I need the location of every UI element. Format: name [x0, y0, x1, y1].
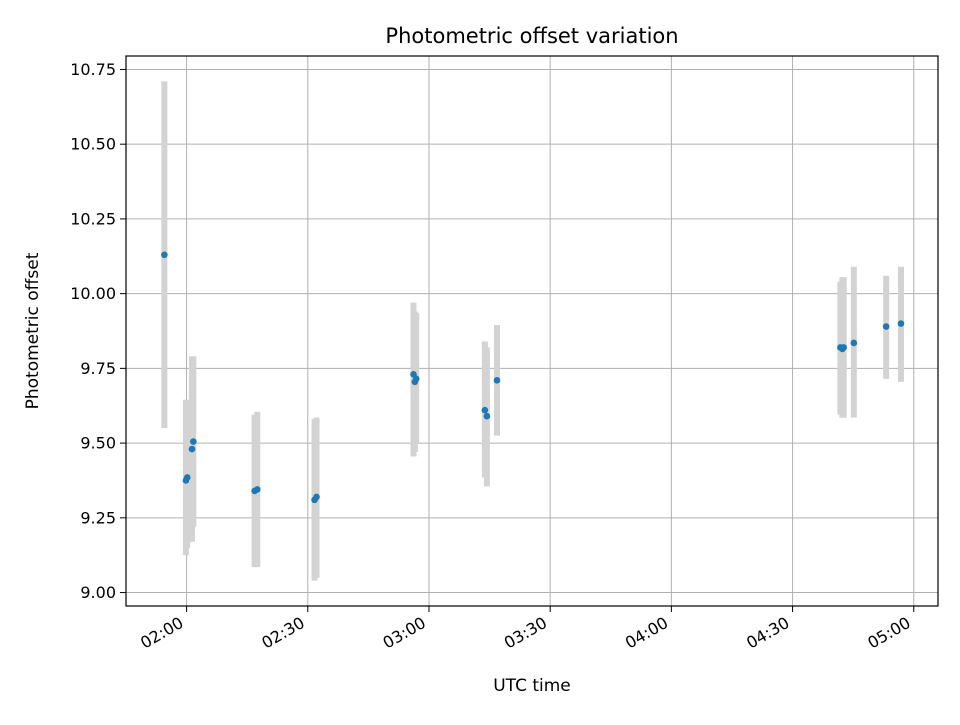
- y-tick-label: 10.00: [70, 284, 116, 303]
- data-point: [493, 377, 501, 384]
- y-axis-label: Photometric offset: [23, 252, 43, 409]
- data-point: [840, 344, 848, 351]
- data-point: [188, 445, 196, 453]
- data-point: [190, 438, 197, 445]
- y-tick-label: 10.75: [70, 60, 116, 79]
- data-point: [897, 320, 905, 327]
- data-point: [882, 323, 890, 330]
- y-tick-label: 10.25: [70, 209, 116, 228]
- data-point: [850, 339, 858, 347]
- y-tick-label: 9.50: [80, 434, 116, 453]
- data-point: [481, 406, 489, 414]
- data-point: [412, 375, 420, 383]
- data-points: [161, 251, 905, 504]
- y-tick-label: 10.50: [70, 135, 116, 154]
- grid-lines: [126, 56, 938, 606]
- data-point: [253, 486, 261, 493]
- y-tick-label: 9.25: [80, 508, 116, 527]
- data-point: [183, 474, 191, 481]
- chart-title: Photometric offset variation: [385, 24, 678, 48]
- data-point: [161, 251, 168, 259]
- x-axis-label: UTC time: [493, 676, 571, 696]
- y-tick-label: 9.00: [80, 583, 116, 602]
- y-tick-label: 9.75: [80, 359, 116, 378]
- data-point: [313, 493, 320, 501]
- data-point: [483, 412, 491, 420]
- plot-frame: [125, 55, 939, 607]
